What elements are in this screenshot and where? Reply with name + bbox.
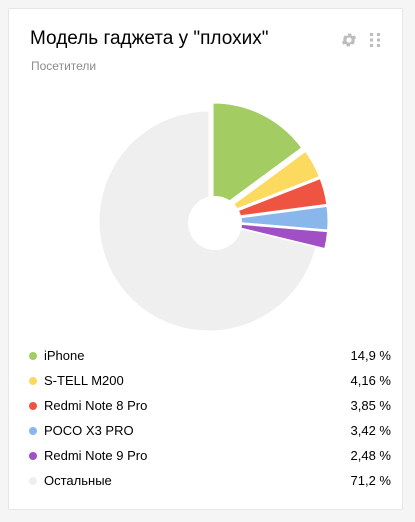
legend-color-dot [29,376,37,385]
legend-item[interactable]: Redmi Note 9 Pro 2,48 % [29,443,391,468]
pie-slice-2[interactable] [217,177,328,220]
legend-value: 3,85 % [350,398,391,413]
legend-color-dot [29,426,37,435]
legend-value: 2,48 % [350,448,391,463]
pie-slice-3[interactable] [217,205,329,231]
legend-color-dot [29,351,37,360]
legend-label: Redmi Note 9 Pro [44,448,148,463]
legend-color-dot [29,476,37,485]
legend-color-dot [29,451,37,460]
pie-slice-0[interactable] [212,102,303,214]
pie-center-hole [188,196,242,250]
pie-chart [98,102,329,332]
legend-item[interactable]: iPhone 14,9 % [29,343,391,368]
legend-color-dot [29,401,37,410]
pie-chart-area [9,89,404,339]
pie-slice-1[interactable] [216,150,320,218]
chart-legend: iPhone 14,9 % S-TELL M200 4,16 % Redmi Note … [29,343,391,493]
pie-slice-4[interactable] [217,221,329,250]
legend-value: 4,16 % [350,373,391,388]
legend-label: POCO X3 PRO [44,423,134,438]
legend-item[interactable]: Redmi Note 8 Pro 3,85 % [29,393,391,418]
legend-label: Остальные [44,473,112,488]
legend-item[interactable]: POCO X3 PRO 3,42 % [29,418,391,443]
widget-toolbar [340,31,384,49]
legend-value: 71,2 % [350,473,391,488]
gear-icon[interactable] [340,31,358,49]
widget-card: Модель гаджета у "плохих" Посетители iPh… [8,8,403,510]
widget-title: Модель гаджета у "плохих" [30,28,269,49]
legend-value: 14,9 % [350,348,391,363]
legend-item[interactable]: Остальные 71,2 % [29,468,391,493]
drag-handle-icon[interactable] [366,31,384,49]
legend-label: S-TELL M200 [44,373,124,388]
legend-label: iPhone [44,348,85,363]
widget-subtitle: Посетители [31,59,97,73]
legend-value: 3,42 % [350,423,391,438]
legend-label: Redmi Note 8 Pro [44,398,148,413]
legend-item[interactable]: S-TELL M200 4,16 % [29,368,391,393]
